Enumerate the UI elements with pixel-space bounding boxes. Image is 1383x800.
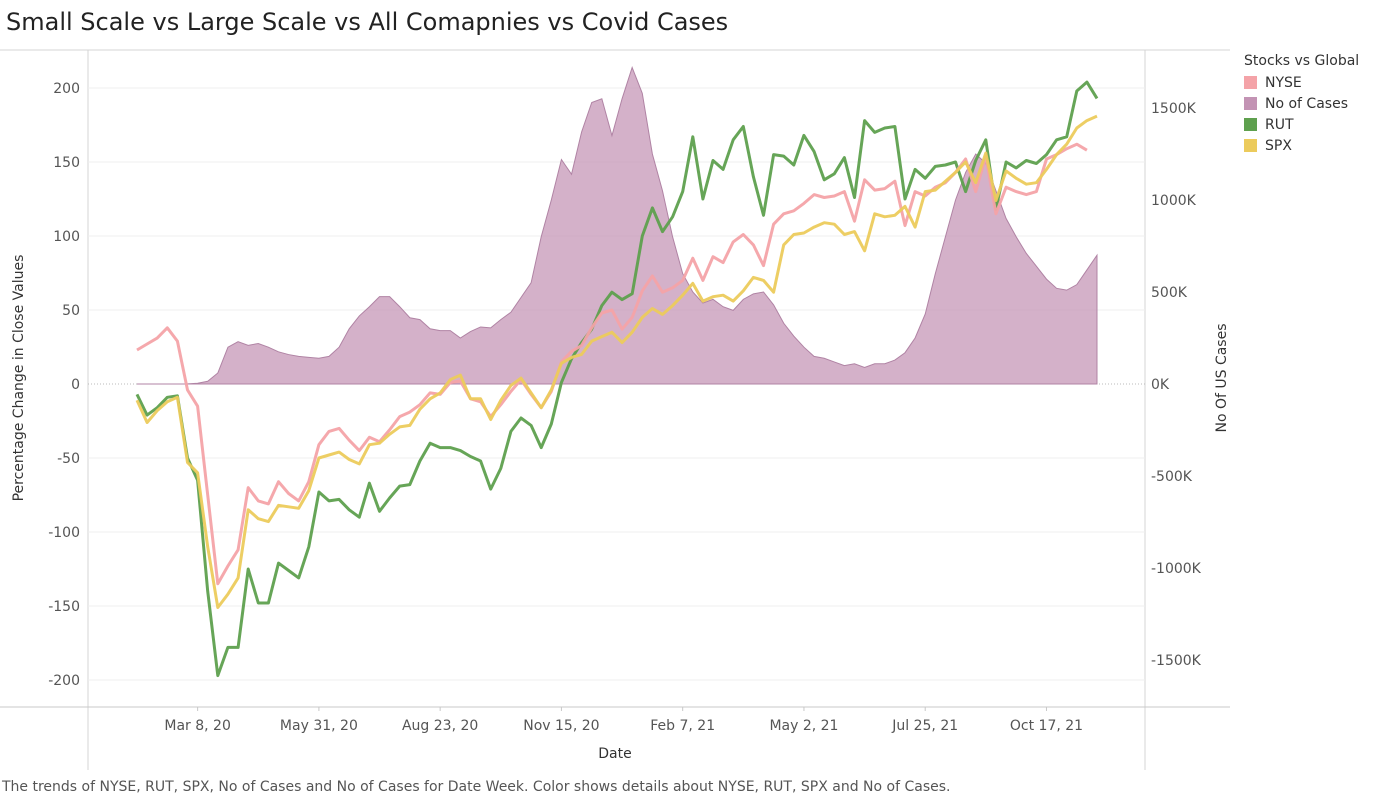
legend-swatch-rut (1244, 118, 1257, 131)
x-tick-label: Oct 17, 21 (1010, 718, 1083, 734)
legend-swatch-cases (1244, 97, 1257, 110)
y-tick-label: 50 (62, 303, 80, 319)
y2-tick-label: 0K (1151, 377, 1170, 393)
legend-swatch-spx (1244, 139, 1257, 152)
series-line-spx[interactable] (135, 114, 1098, 609)
legend-item-nyse[interactable]: NYSE (1244, 72, 1359, 93)
y2-tick-label: -1500K (1151, 653, 1202, 669)
y2-tick-label: 500K (1151, 285, 1188, 301)
legend: Stocks vs Global NYSE No of Cases RUT SP… (1244, 53, 1359, 156)
y-axis-title: Percentage Change in Close Values (11, 255, 27, 502)
y-tick-label: -150 (48, 599, 80, 615)
x-tick-label: Jul 25, 21 (891, 718, 958, 734)
y-axis-right: 1500K 1000K 500K 0K -500K -1000K -1500K (1151, 101, 1202, 669)
y2-tick-label: -500K (1151, 469, 1193, 485)
x-tick-label: Nov 15, 20 (523, 718, 599, 734)
legend-swatch-nyse (1244, 76, 1257, 89)
x-tick-label: May 2, 21 (769, 718, 838, 734)
series-area-no-of-cases[interactable] (137, 66, 1098, 385)
series-line-rut[interactable] (135, 80, 1099, 678)
y2-tick-label: -1000K (1151, 561, 1202, 577)
legend-item-spx[interactable]: SPX (1244, 135, 1359, 156)
y-tick-label: 200 (53, 81, 80, 97)
y-axis-left: 200 150 100 50 0 -50 -100 -150 -200 (48, 81, 80, 689)
legend-item-cases[interactable]: No of Cases (1244, 93, 1359, 114)
chart-caption: The trends of NYSE, RUT, SPX, No of Case… (2, 779, 951, 795)
legend-title: Stocks vs Global (1244, 53, 1360, 69)
legend-label-cases: No of Cases (1265, 95, 1348, 112)
legend-label-rut: RUT (1265, 116, 1294, 133)
y-tick-label: -50 (57, 451, 80, 467)
y2-axis-title: No Of US Cases (1214, 323, 1230, 432)
legend-label-spx: SPX (1265, 137, 1292, 154)
y2-tick-label: 1000K (1151, 193, 1197, 209)
series-line-nyse[interactable] (136, 142, 1088, 586)
legend-item-rut[interactable]: RUT (1244, 114, 1359, 135)
y-tick-label: 150 (53, 155, 80, 171)
y2-tick-label: 1500K (1151, 101, 1197, 117)
y-tick-label: -100 (48, 525, 80, 541)
legend-label-nyse: NYSE (1265, 74, 1302, 91)
y-tick-label: 0 (71, 377, 80, 393)
page-title: Small Scale vs Large Scale vs All Comapn… (6, 8, 729, 36)
lines-layer (135, 80, 1099, 678)
cases-area-layer (137, 66, 1098, 385)
x-tick-label: Feb 7, 21 (650, 718, 715, 734)
y-tick-label: -200 (48, 673, 80, 689)
x-axis: Mar 8, 20 May 31, 20 Aug 23, 20 Nov 15, 20 F… (164, 707, 1083, 734)
x-tick-label: Mar 8, 20 (164, 718, 231, 734)
x-tick-label: Aug 23, 20 (402, 718, 478, 734)
x-tick-label: May 31, 20 (280, 718, 358, 734)
chart-frame (0, 49, 1230, 770)
x-axis-title: Date (598, 746, 631, 762)
y-tick-label: 100 (53, 229, 80, 245)
